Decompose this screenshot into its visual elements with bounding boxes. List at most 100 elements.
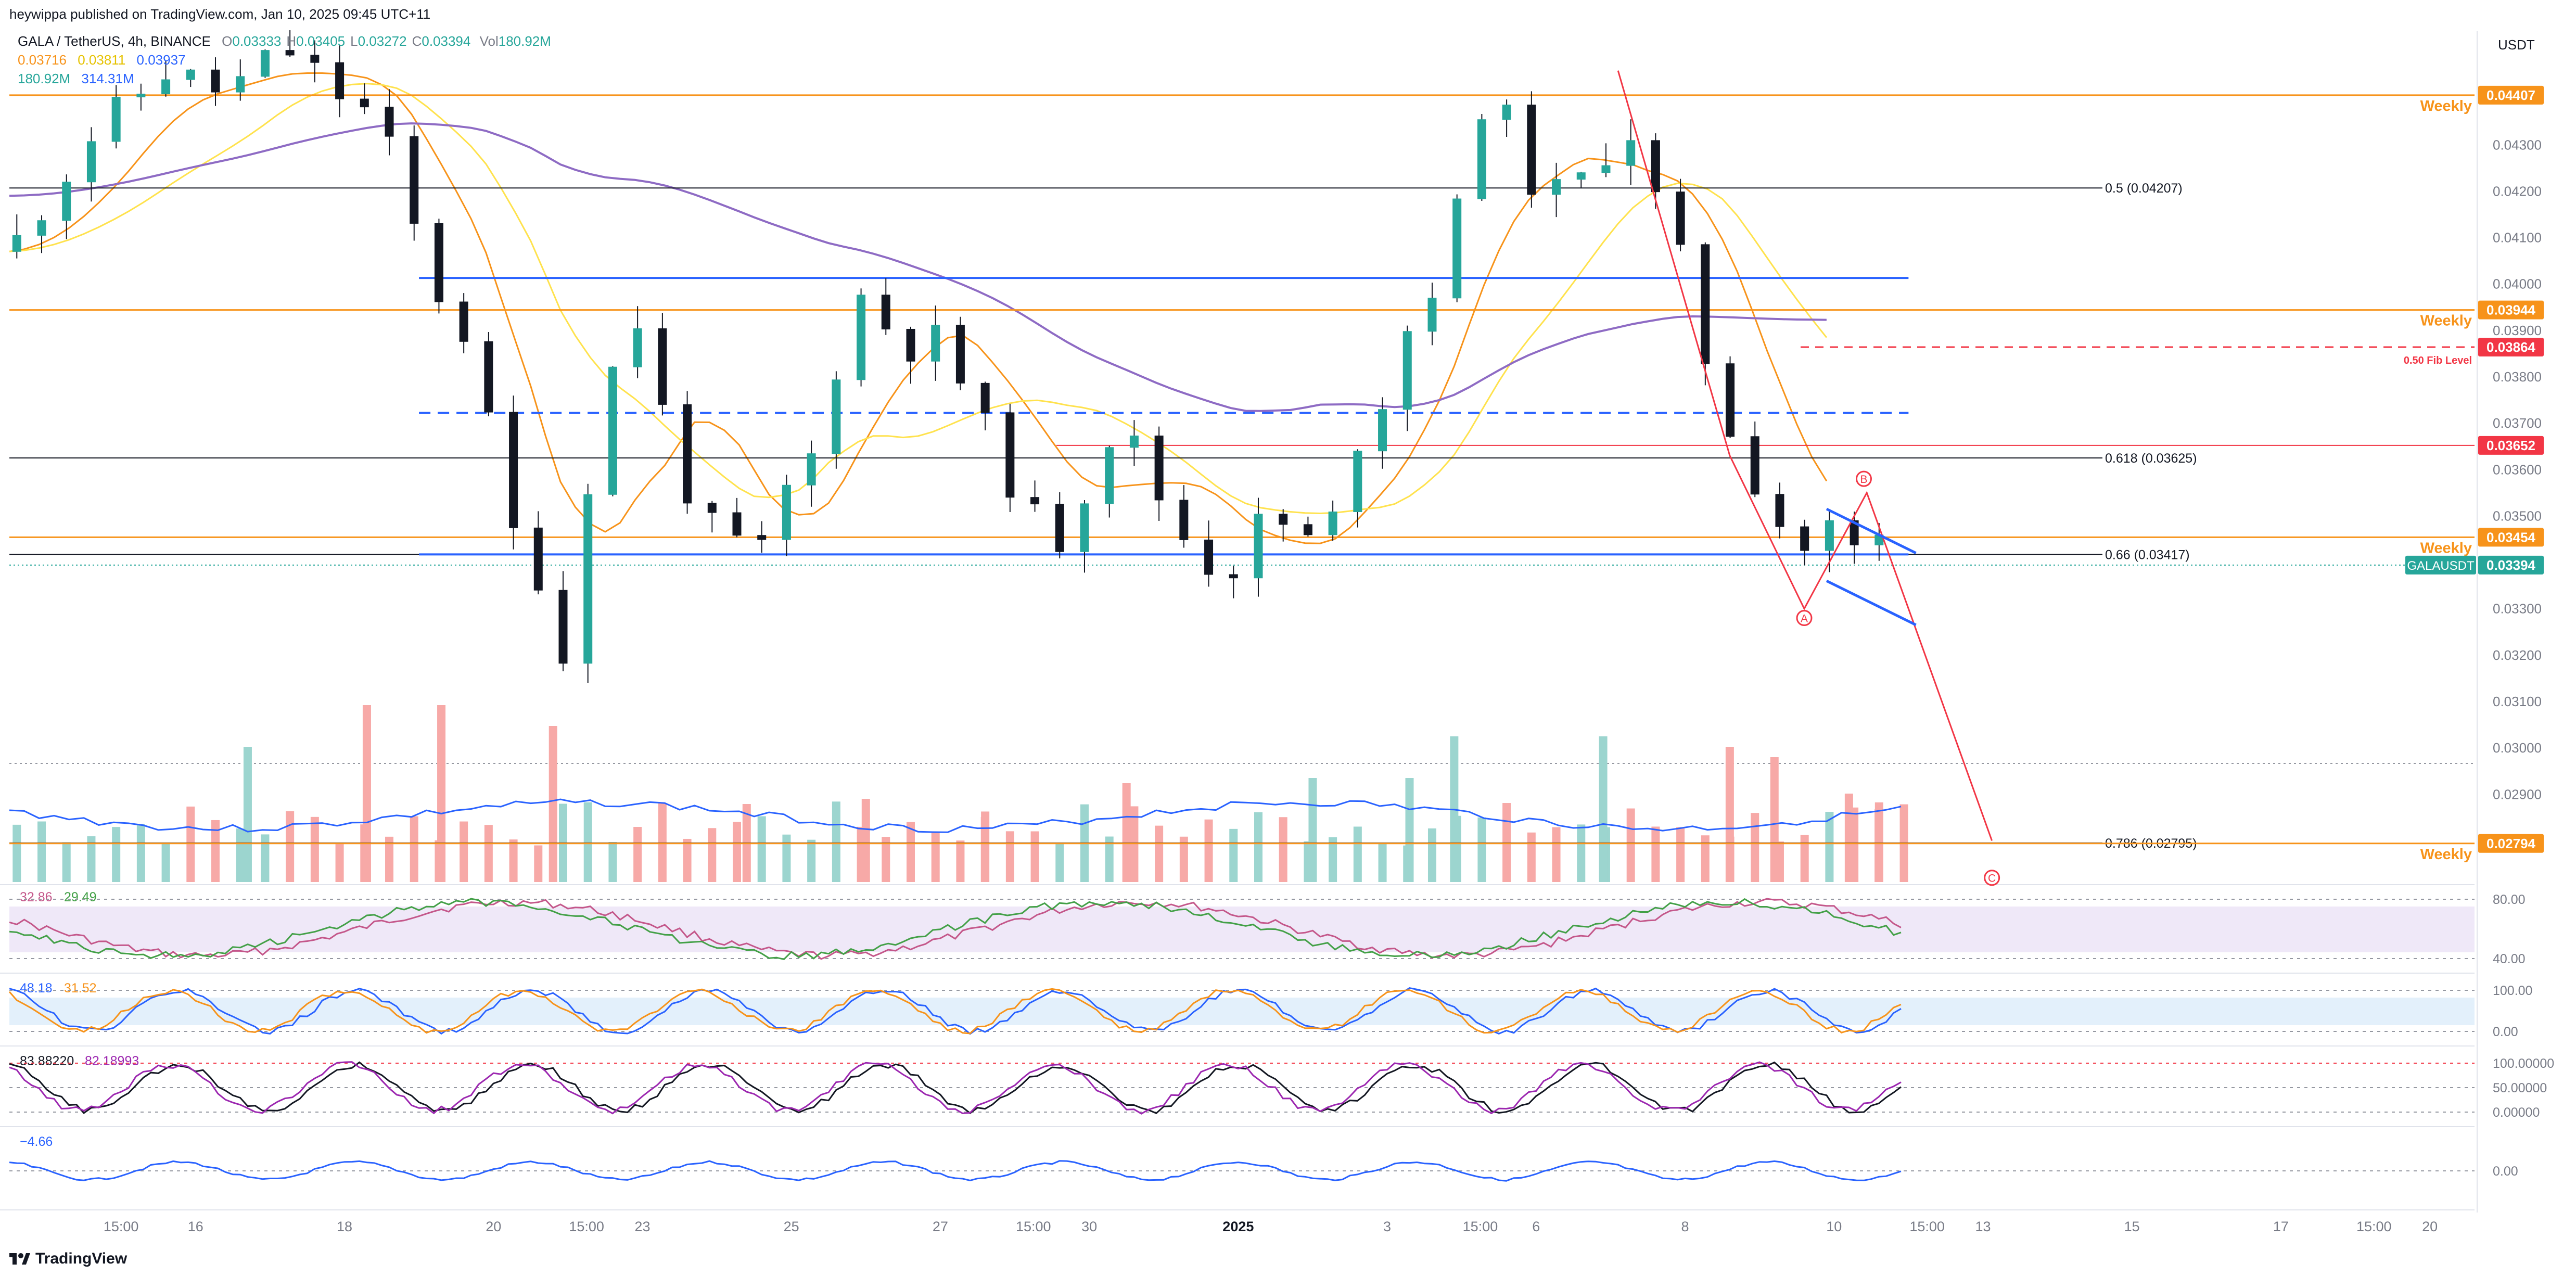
price-label-value[interactable]: 0.03454	[2486, 529, 2536, 545]
wedge-lower-line[interactable]	[1826, 579, 1917, 627]
wave-label[interactable]: A	[1801, 613, 1808, 625]
time-tick-label[interactable]: 2025	[1222, 1219, 1254, 1234]
price-label-value[interactable]: 0.03652	[2486, 438, 2535, 453]
candle-body	[1800, 526, 1809, 551]
price-label-box[interactable]	[2478, 436, 2544, 455]
price-label-value[interactable]: 0.03864	[2486, 339, 2536, 355]
level-name-label[interactable]: Weekly	[2420, 846, 2472, 863]
candle-body	[260, 50, 270, 77]
ohlc-key-2: L	[350, 33, 358, 49]
wave-marker[interactable]	[1796, 610, 1813, 627]
price-tick-label[interactable]: 0.03900	[2493, 323, 2542, 338]
fib-level-label[interactable]: 0.66 (0.03417)	[2105, 547, 2190, 562]
volume-bar	[1577, 824, 1586, 882]
drawings-layer[interactable]: A B C	[1617, 70, 2000, 886]
candle-body	[1179, 500, 1189, 540]
wave-label[interactable]: B	[1860, 474, 1867, 486]
time-tick-label[interactable]: 18	[337, 1219, 352, 1234]
time-tick-label[interactable]: 15:00	[569, 1219, 604, 1234]
price-tick-label[interactable]: 0.03100	[2493, 694, 2542, 709]
time-tick-label[interactable]: 15:00	[104, 1219, 139, 1234]
time-tick-label[interactable]: 16	[188, 1219, 203, 1234]
price-tick-label[interactable]: 0.04200	[2493, 183, 2542, 199]
price-label-value[interactable]: 0.02794	[2486, 836, 2536, 851]
time-tick-label[interactable]: 20	[2422, 1219, 2438, 1234]
price-label-box[interactable]	[2478, 300, 2544, 320]
price-tick-label[interactable]: 0.03600	[2493, 462, 2542, 477]
volume-bar	[1105, 836, 1114, 882]
level-name-label[interactable]: 0.50 Fib Level	[2404, 355, 2472, 366]
price-axis-unit[interactable]: USDT	[2498, 37, 2535, 53]
time-tick-label[interactable]: 17	[2273, 1219, 2289, 1234]
candle-body	[1775, 494, 1784, 527]
time-tick-label[interactable]: 15:00	[2356, 1219, 2392, 1234]
price-tick-label[interactable]: 0.03500	[2493, 508, 2542, 524]
indicator-tick: 50.00000	[2493, 1081, 2547, 1095]
symbol-tag-label[interactable]: GALAUSDT	[2407, 559, 2475, 573]
time-tick-label[interactable]: 25	[784, 1219, 799, 1234]
time-tick-label[interactable]: 13	[1975, 1219, 1991, 1234]
price-tick-label[interactable]: 0.03800	[2493, 369, 2542, 385]
price-label-value[interactable]: 0.03944	[2486, 302, 2536, 318]
fib-level-label[interactable]: 0.5 (0.04207)	[2105, 181, 2183, 196]
price-axis[interactable]: USDT0.043000.042000.041000.040000.039000…	[2404, 37, 2544, 863]
candle-body	[12, 235, 21, 252]
ma-legend[interactable]: 0.03716 0.03811 0.03937	[18, 52, 193, 68]
symbol-legend[interactable]: GALA / TetherUS, 4h, BINANCE O0.03333 H0.…	[18, 33, 551, 49]
price-tick-label[interactable]: 0.04000	[2493, 276, 2542, 292]
abc-wave-path[interactable]	[1617, 70, 1993, 841]
volume-bar	[286, 811, 295, 882]
time-tick-label[interactable]: 15	[2124, 1219, 2140, 1234]
candle-body	[1154, 436, 1164, 501]
indicator-tick: 0.00000	[2493, 1105, 2540, 1120]
time-axis[interactable]: 15:00 16 18 20 15:00 23 25 27 15:00 30 2025 3 15:00 6…	[104, 1219, 2438, 1234]
time-tick-label[interactable]: 15:00	[1016, 1219, 1051, 1234]
wedge-upper-line[interactable]	[1826, 507, 1917, 554]
price-label-box[interactable]	[2478, 337, 2544, 356]
wave-marker[interactable]	[1984, 870, 2000, 886]
price-label-value[interactable]: 0.03394	[2486, 557, 2536, 573]
volume-legend[interactable]: 180.92M 314.31M	[18, 71, 142, 87]
time-tick-label[interactable]: 10	[1826, 1219, 1842, 1234]
level-name-label[interactable]: Weekly	[2420, 313, 2472, 329]
wave-marker[interactable]	[1855, 470, 1872, 487]
price-tick-label[interactable]: 0.03300	[2493, 601, 2542, 617]
level-name-label[interactable]: Weekly	[2420, 540, 2472, 556]
price-tick-label[interactable]: 0.04300	[2493, 137, 2542, 152]
time-tick-label[interactable]: 15:00	[1463, 1219, 1498, 1234]
time-tick-label[interactable]: 27	[933, 1219, 948, 1234]
price-tick-label[interactable]: 0.04100	[2493, 230, 2542, 246]
price-tick-label[interactable]: 0.03000	[2493, 740, 2542, 756]
price-tick-label[interactable]: 0.03700	[2493, 415, 2542, 431]
candle-body	[857, 295, 866, 380]
symbol-name[interactable]: GALA / TetherUS, 4h, BINANCE	[18, 33, 211, 49]
price-label-box[interactable]	[2478, 555, 2544, 575]
time-tick-label[interactable]: 23	[634, 1219, 650, 1234]
price-label-box[interactable]	[2478, 85, 2544, 105]
fib-level-label[interactable]: 0.618 (0.03625)	[2105, 451, 2197, 466]
wave-label[interactable]: C	[1988, 873, 1996, 885]
horizontal-levels-layer[interactable]: 0.5 (0.04207) 0.618 (0.03625) 0.66 (0.0341…	[9, 94, 2475, 851]
time-tick-label[interactable]: 20	[486, 1219, 501, 1234]
candle-body	[832, 379, 841, 454]
price-label-value[interactable]: 0.04407	[2486, 87, 2535, 103]
price-label-box[interactable]	[2478, 834, 2544, 853]
symbol-tag-box[interactable]	[2405, 555, 2476, 575]
candle-body	[1303, 524, 1312, 535]
volume-bar	[1874, 809, 1883, 882]
time-tick-label[interactable]: 15:00	[1909, 1219, 1945, 1234]
time-tick-label[interactable]: 3	[1383, 1219, 1391, 1234]
tradingview-brand[interactable]: TradingView	[9, 1250, 127, 1268]
time-tick-label[interactable]: 8	[1681, 1219, 1689, 1234]
price-label-box[interactable]	[2478, 528, 2544, 547]
volume-bar	[211, 820, 220, 882]
price-tick-label[interactable]: 0.02900	[2493, 786, 2542, 802]
volume-bar	[1676, 827, 1685, 882]
price-tick-label[interactable]: 0.03200	[2493, 647, 2542, 663]
time-tick-label[interactable]: 6	[1532, 1219, 1540, 1234]
indicator-value: 31.52	[64, 981, 97, 996]
time-tick-label[interactable]: 30	[1081, 1219, 1097, 1234]
level-name-label[interactable]: Weekly	[2420, 98, 2472, 114]
volume-bar	[87, 836, 96, 882]
